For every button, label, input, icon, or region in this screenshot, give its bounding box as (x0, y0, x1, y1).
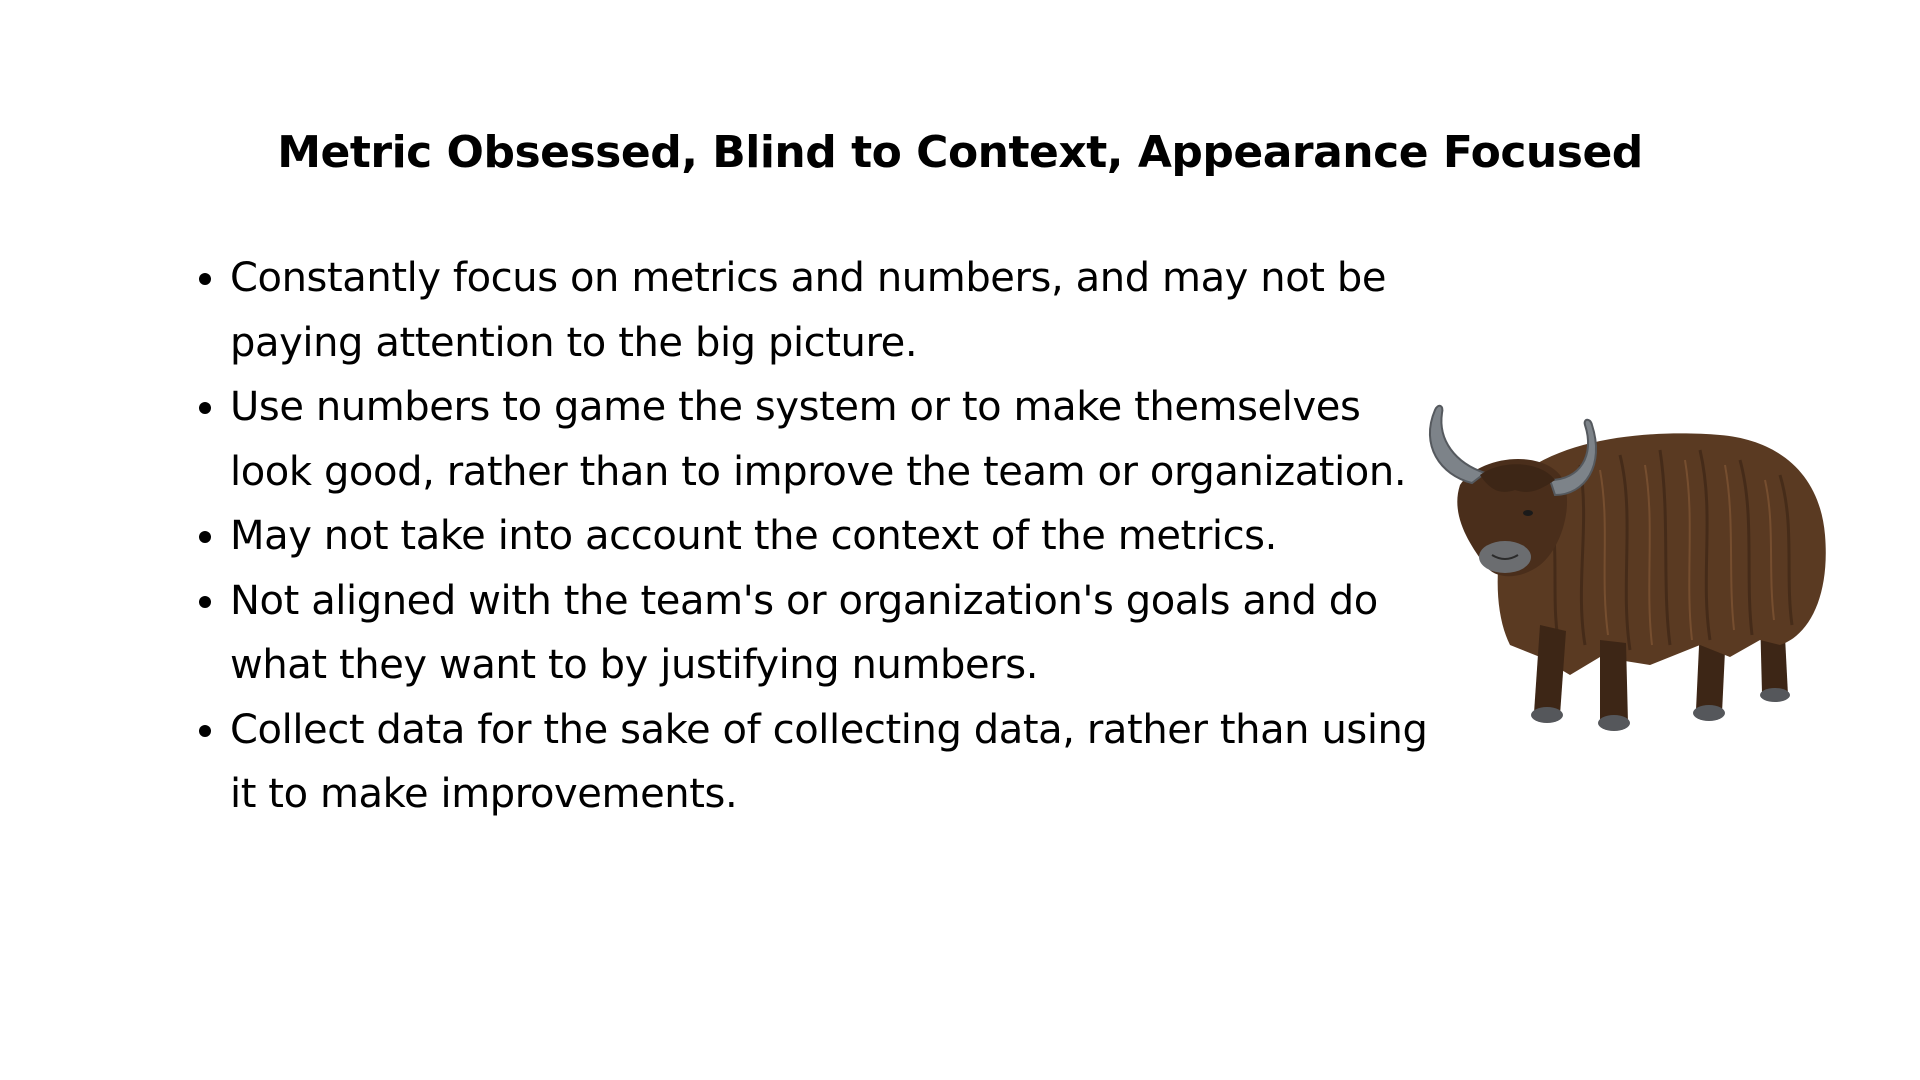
bullet-item: Collect data for the sake of collecting … (230, 698, 1430, 827)
bullet-item: Constantly focus on metrics and numbers,… (230, 246, 1430, 375)
yak-muzzle (1479, 541, 1531, 573)
bullet-item: Use numbers to game the system or to mak… (230, 375, 1430, 504)
yak-fur (1548, 449, 1794, 651)
yak-leg (1598, 640, 1630, 731)
yak-body (1497, 433, 1826, 675)
bullet-item: Not aligned with the team's or organizat… (230, 569, 1430, 698)
bullet-item: May not take into account the context of… (230, 504, 1430, 569)
yak-eye (1523, 510, 1533, 516)
yak-horn (1429, 404, 1488, 485)
yak-illustration (1429, 404, 1826, 731)
bullet-list: Constantly focus on metrics and numbers,… (188, 246, 1430, 827)
yak-leg (1531, 625, 1566, 723)
yak-fur-highlight (1599, 459, 1775, 646)
slide-title: Metric Obsessed, Blind to Context, Appea… (277, 127, 1643, 178)
yak-horn (1548, 418, 1597, 497)
